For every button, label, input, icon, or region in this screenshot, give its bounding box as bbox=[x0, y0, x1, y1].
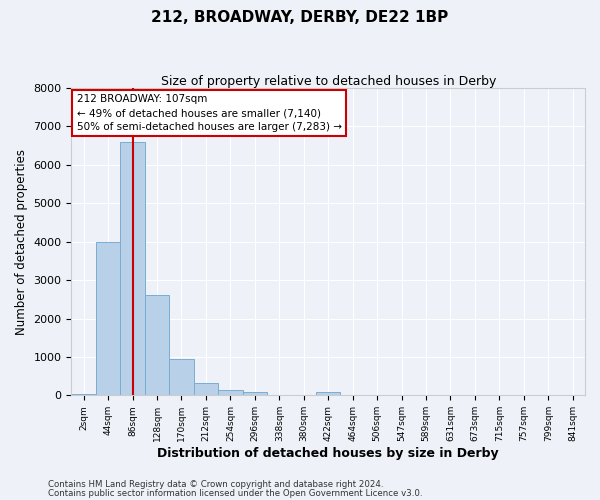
Text: 212 BROADWAY: 107sqm
← 49% of detached houses are smaller (7,140)
50% of semi-de: 212 BROADWAY: 107sqm ← 49% of detached h… bbox=[77, 94, 341, 132]
Bar bbox=[242, 392, 267, 396]
X-axis label: Distribution of detached houses by size in Derby: Distribution of detached houses by size … bbox=[157, 447, 499, 460]
Text: Contains public sector information licensed under the Open Government Licence v3: Contains public sector information licen… bbox=[48, 488, 422, 498]
Bar bbox=[218, 390, 242, 396]
Bar bbox=[316, 392, 340, 396]
Text: Contains HM Land Registry data © Crown copyright and database right 2024.: Contains HM Land Registry data © Crown c… bbox=[48, 480, 383, 489]
Text: 212, BROADWAY, DERBY, DE22 1BP: 212, BROADWAY, DERBY, DE22 1BP bbox=[151, 10, 449, 25]
Bar bbox=[145, 296, 169, 396]
Bar bbox=[96, 242, 121, 396]
Y-axis label: Number of detached properties: Number of detached properties bbox=[15, 148, 28, 334]
Title: Size of property relative to detached houses in Derby: Size of property relative to detached ho… bbox=[161, 75, 496, 88]
Bar bbox=[169, 359, 194, 396]
Bar bbox=[121, 142, 145, 396]
Bar bbox=[71, 394, 96, 396]
Bar bbox=[194, 382, 218, 396]
